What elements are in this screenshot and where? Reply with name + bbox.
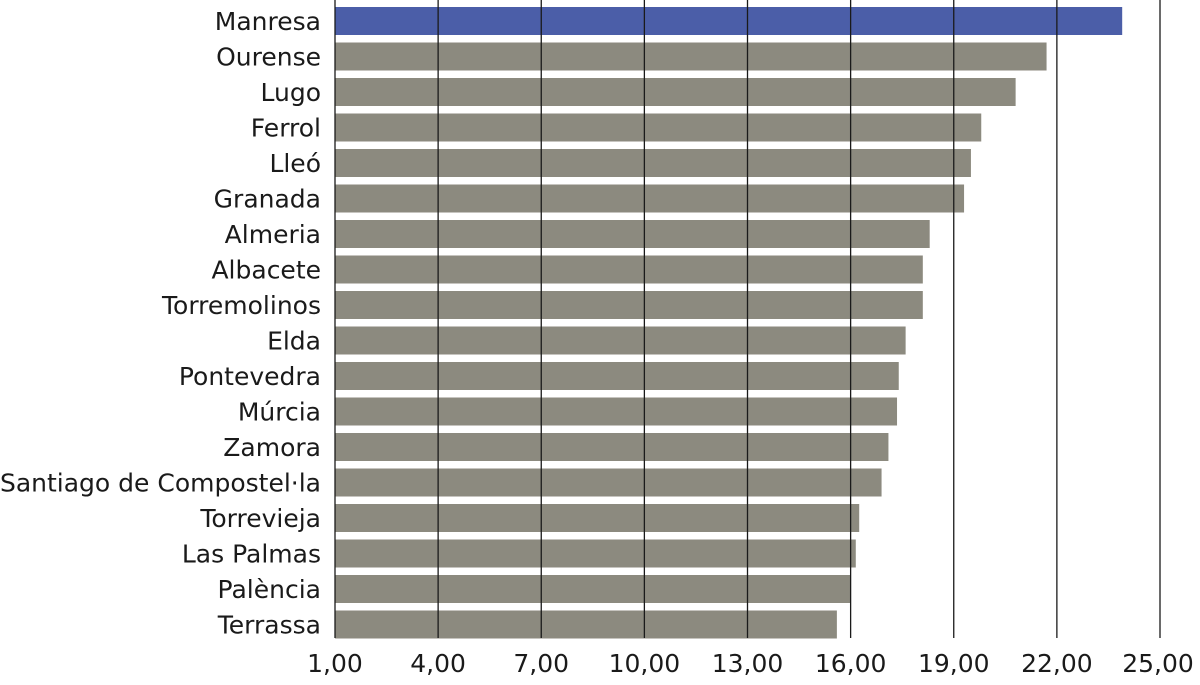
category-label: Ferrol [251,114,321,143]
category-label: Pontevedra [179,362,321,391]
x-tick-label: 10,00 [609,649,681,678]
bar-manresa [335,7,1123,35]
x-tick-label: 13,00 [712,649,784,678]
tick-labels-group: 1,00 4,00 7,00 10,00 13,00 16,00 19,00 22,00 25,… [307,649,1194,678]
bar-lugo [335,78,1016,106]
category-label: Almeria [225,220,321,249]
gridlines-group [334,0,1161,638]
x-tick-label: 22,00 [1021,649,1093,678]
category-label: Ourense [216,43,321,72]
bar-lle- [335,149,971,177]
category-label: Torremolinos [161,291,321,320]
category-label: Albacete [211,256,321,285]
category-label: Terrassa [217,611,321,640]
category-label: Múrcia [238,398,321,427]
x-tick-label: 7,00 [513,649,569,678]
bar-ferrol [335,113,982,142]
category-label: Santiago de Compostel·la [0,469,321,498]
category-label: Lleó [269,149,321,178]
category-label: Las Palmas [182,540,321,569]
x-tick-label: 25,00 [1122,649,1194,678]
bars-group [335,7,1123,639]
bar-almeria [335,220,930,248]
x-tick-label: 19,00 [918,649,990,678]
category-label: Zamora [223,433,321,462]
bar-las-palmas [335,539,856,568]
bar-santiago-de-compostel-la [335,468,882,497]
bar-elda [335,326,906,355]
bar-albacete [335,255,923,284]
bar-terrassa [335,610,837,639]
x-tick-label: 4,00 [410,649,466,678]
bar-ourense [335,42,1047,71]
category-labels-group: Manresa Ourense Lugo Ferrol Lleó Granada Almer… [0,7,321,640]
x-tick-label: 16,00 [815,649,887,678]
bar-torremolinos [335,291,923,319]
category-label: Manresa [215,7,321,36]
category-label: Granada [214,185,321,214]
category-label: Lugo [261,78,322,107]
bar-torrevieja [335,504,860,532]
bar-zamora [335,433,889,461]
category-label: Torrevieja [199,504,321,533]
x-tick-label: 1,00 [307,649,363,678]
bar-m-rcia [335,397,898,426]
category-label: Palència [218,575,321,604]
bar-pontevedra [335,362,899,390]
category-label: Elda [267,327,321,356]
bar-pal-ncia [335,575,851,603]
bar-granada [335,184,965,213]
